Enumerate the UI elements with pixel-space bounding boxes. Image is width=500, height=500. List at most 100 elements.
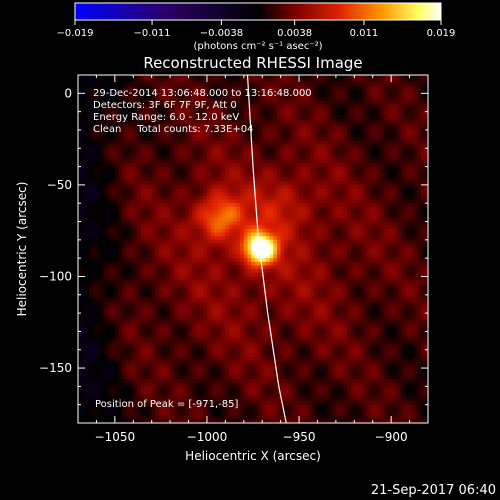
heatmap-cell: [107, 129, 112, 135]
heatmap-cell: [335, 239, 341, 245]
heatmap-cell: [118, 82, 123, 87]
heatmap-cell: [409, 122, 414, 127]
heatmap-cell: [346, 173, 352, 179]
heatmap-cell: [243, 129, 249, 135]
heatmap-cell: [136, 115, 142, 120]
heatmap-cell: [177, 225, 182, 230]
heatmap-cell: [100, 126, 105, 131]
heatmap-cell: [291, 170, 296, 175]
heatmap-cell: [107, 258, 112, 263]
heatmap-cell: [166, 93, 171, 98]
heatmap-cell: [111, 173, 116, 179]
heatmap-cell: [291, 261, 296, 267]
heatmap-cell: [170, 96, 175, 102]
heatmap-cell: [402, 166, 407, 171]
heatmap-cell: [369, 232, 374, 237]
heatmap-cell: [170, 228, 175, 234]
heatmap-cell: [85, 96, 90, 102]
heatmap-cell: [151, 181, 156, 186]
heatmap-cell: [78, 126, 83, 131]
heatmap-cell: [251, 144, 256, 149]
heatmap-cell: [273, 225, 278, 230]
heatmap-cell: [170, 133, 175, 138]
heatmap-cell: [151, 118, 156, 124]
heatmap-cell: [243, 144, 249, 149]
heatmap-cell: [291, 214, 296, 219]
heatmap-cell: [122, 118, 127, 124]
heatmap-cell: [199, 181, 204, 186]
heatmap-cell: [225, 217, 230, 223]
heatmap-cell: [288, 247, 293, 252]
heatmap-cell: [251, 239, 256, 245]
heatmap-cell: [335, 155, 341, 160]
heatmap-cell: [369, 85, 374, 91]
heatmap-cell: [181, 214, 186, 219]
heatmap-cell: [92, 93, 98, 98]
heatmap-cell: [328, 96, 333, 102]
heatmap-cell: [206, 93, 212, 98]
heatmap-cell: [409, 151, 414, 157]
heatmap-cell: [291, 85, 296, 91]
heatmap-cell: [243, 96, 249, 102]
heatmap-cell: [372, 258, 378, 263]
heatmap-cell: [118, 140, 123, 146]
heatmap-cell: [358, 199, 363, 204]
heatmap-cell: [365, 89, 370, 94]
heatmap-cell: [409, 247, 414, 252]
heatmap-cell: [166, 214, 171, 219]
heatmap-cell: [236, 96, 241, 102]
heatmap-cell: [402, 144, 407, 149]
heatmap-cell: [420, 184, 425, 190]
heatmap-cell: [107, 162, 112, 168]
heatmap-cell: [254, 137, 260, 142]
heatmap-cell: [346, 243, 352, 248]
heatmap-cell: [321, 261, 326, 267]
heatmap-cell: [335, 162, 341, 168]
heatmap-cell: [346, 126, 352, 131]
heatmap-cell: [295, 159, 300, 164]
heatmap-cell: [243, 247, 249, 252]
heatmap-cell: [81, 258, 86, 263]
heatmap-cell: [402, 199, 407, 204]
heatmap-cell: [402, 206, 407, 212]
heatmap-cell: [210, 203, 215, 208]
heatmap-cell: [184, 195, 190, 201]
heatmap-cell: [170, 85, 175, 91]
heatmap-cell: [151, 170, 156, 175]
heatmap-cell: [288, 104, 293, 109]
heatmap-cell: [155, 100, 160, 105]
heatmap-cell: [173, 177, 179, 182]
heatmap-cell: [383, 85, 389, 91]
heatmap-cell: [166, 133, 171, 138]
heatmap-cell: [184, 232, 190, 237]
heatmap-cell: [85, 140, 90, 146]
heatmap-cell: [258, 155, 263, 160]
heatmap-cell: [335, 192, 341, 197]
heatmap-cell: [284, 236, 289, 241]
heatmap-cell: [221, 210, 226, 215]
heatmap-cell: [321, 129, 326, 135]
heatmap-cell: [166, 225, 171, 230]
heatmap-cell: [380, 247, 385, 252]
heatmap-cell: [376, 232, 381, 237]
heatmap-cell: [420, 225, 425, 230]
heatmap-cell: [195, 104, 201, 109]
heatmap-cell: [218, 78, 223, 83]
heatmap-cell: [151, 258, 156, 263]
heatmap-cell: [317, 206, 322, 212]
heatmap-cell: [306, 166, 311, 171]
heatmap-cell: [361, 254, 366, 259]
heatmap-cell: [151, 203, 156, 208]
heatmap-cell: [85, 159, 90, 164]
heatmap-cell: [151, 228, 156, 234]
heatmap-cell: [398, 75, 403, 80]
heatmap-cell: [144, 232, 149, 237]
heatmap-cell: [218, 250, 223, 256]
heatmap-cell: [118, 107, 123, 113]
colorbar-gradient: [74, 2, 442, 21]
heatmap-cell: [280, 133, 285, 138]
heatmap-cell: [273, 247, 278, 252]
heatmap-cell: [243, 133, 249, 138]
heatmap-cell: [324, 258, 330, 263]
heatmap-cell: [173, 192, 179, 197]
